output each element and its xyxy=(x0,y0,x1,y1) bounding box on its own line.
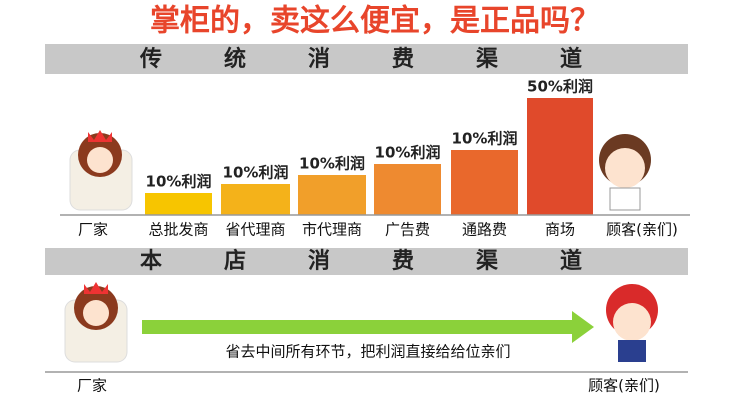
stage-label: 通路费 xyxy=(462,221,507,239)
profit-label: 10%利润 xyxy=(452,130,518,148)
profit-label: 10%利润 xyxy=(299,155,365,173)
factory-figure xyxy=(69,130,133,211)
stage-label: 省代理商 xyxy=(225,221,285,239)
profit-label: 10%利润 xyxy=(223,164,289,182)
arrow xyxy=(142,311,594,343)
stage-bar xyxy=(221,184,290,215)
heading-band xyxy=(45,44,688,74)
stage-label: 市代理商 xyxy=(302,221,362,239)
arrow-text: 省去中间所有环节，把利润直接给给位亲们 xyxy=(225,343,510,361)
factory-figure xyxy=(64,282,128,363)
heading: 传统消费渠道 xyxy=(139,46,644,72)
customer-label: 顾客(亲们) xyxy=(588,377,660,395)
customer-figure xyxy=(606,284,658,362)
stage-bar xyxy=(145,193,212,215)
stage-label: 总批发商 xyxy=(148,221,208,239)
source-label: 厂家 xyxy=(77,377,107,395)
profit-label: 10%利润 xyxy=(146,173,212,191)
profit-label: 10%利润 xyxy=(375,144,441,162)
source-label: 厂家 xyxy=(78,221,108,239)
stage-bar xyxy=(451,150,518,215)
profit-label: 50%利润 xyxy=(527,78,593,96)
stage-label: 广告费 xyxy=(385,221,430,239)
stage-label: 商场 xyxy=(545,221,575,239)
stage-bar xyxy=(527,98,593,215)
stage-bar xyxy=(298,175,366,215)
heading: 本店消费渠道 xyxy=(140,248,644,274)
customer-figure xyxy=(599,134,651,211)
customer-label: 顾客(亲们) xyxy=(606,221,678,239)
title: 掌柜的，卖这么便宜，是正品吗？ xyxy=(150,4,600,39)
heading-band xyxy=(45,248,688,275)
stage-bar xyxy=(374,164,441,215)
